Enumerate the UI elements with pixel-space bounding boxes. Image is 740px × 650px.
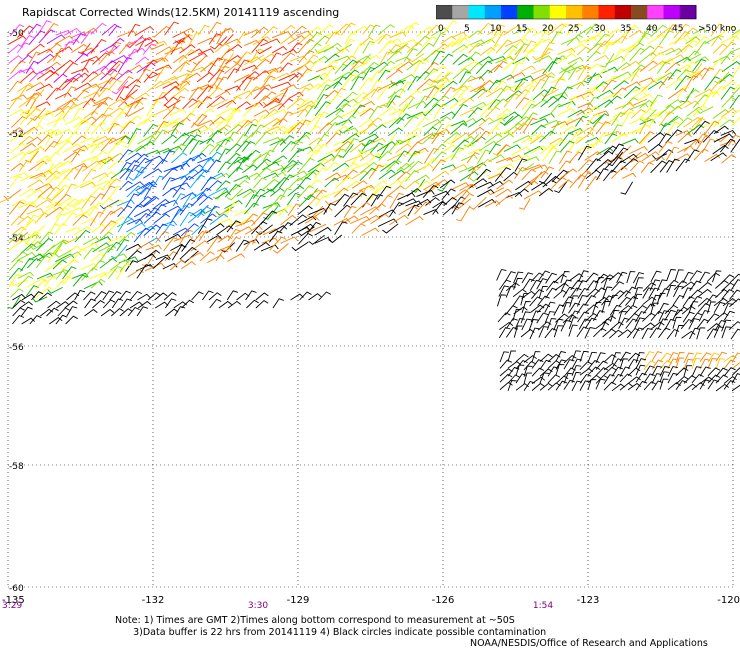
lat-tick-label: -52 bbox=[9, 130, 24, 140]
colorbar-swatch bbox=[436, 5, 453, 19]
lon-tick-label: -129 bbox=[287, 595, 310, 606]
colorbar-swatch bbox=[468, 5, 486, 19]
colorbar-swatch bbox=[679, 5, 697, 19]
colorbar-swatch bbox=[663, 5, 681, 19]
colorbar-swatch bbox=[549, 5, 567, 19]
notes-text: Note: 1) Times are GMT 2)Times along bot… bbox=[115, 615, 547, 638]
colorbar-label: 45 bbox=[672, 24, 683, 34]
colorbar-swatch bbox=[517, 5, 534, 19]
colorbar-swatch bbox=[484, 5, 502, 19]
colorbar-swatch bbox=[631, 5, 648, 19]
colorbar-label: 30 bbox=[594, 24, 606, 34]
colorbar-swatch bbox=[533, 5, 551, 19]
colorbar-swatch bbox=[452, 5, 469, 19]
lon-tick-label: -120 bbox=[717, 595, 740, 606]
time-label: 1:54 bbox=[533, 601, 553, 611]
lat-tick-label: -50 bbox=[9, 29, 24, 39]
colorbar-swatch bbox=[647, 5, 664, 19]
credit-text: NOAA/NESDIS/Office of Research and Appli… bbox=[470, 638, 708, 649]
colorbar-label: 5 bbox=[464, 24, 470, 34]
time-label: 3:30 bbox=[248, 601, 268, 611]
colorbar-swatch bbox=[598, 5, 616, 19]
lat-tick-label: -56 bbox=[9, 343, 24, 353]
colorbar-label: 40 bbox=[646, 24, 658, 34]
colorbar-label: 20 bbox=[542, 24, 554, 34]
lat-tick-label: -54 bbox=[9, 234, 24, 244]
colorbar-label: 15 bbox=[516, 24, 527, 34]
lon-tick-label: -135 bbox=[2, 595, 25, 606]
colorbar-swatch bbox=[582, 5, 599, 19]
colorbar-swatch bbox=[566, 5, 583, 19]
colorbar-label: 10 bbox=[490, 24, 502, 34]
colorbar-swatch bbox=[501, 5, 518, 19]
lat-tick-label: -58 bbox=[9, 462, 24, 472]
colorbar-label: 35 bbox=[620, 24, 631, 34]
colorbar-swatch bbox=[614, 5, 632, 19]
lon-tick-label: -123 bbox=[577, 595, 600, 606]
colorbar-label: >50 knots bbox=[698, 24, 736, 34]
colorbar-label: 0 bbox=[438, 24, 444, 34]
lon-tick-label: -126 bbox=[432, 595, 455, 606]
lon-tick-label: -132 bbox=[142, 595, 165, 606]
wind-barbs bbox=[0, 20, 740, 392]
colorbar-label: 25 bbox=[568, 24, 579, 34]
lat-tick-label: -60 bbox=[9, 584, 24, 594]
wind-speed-colorbar: 0 5 10 15 20 25 30 35 40 45 >50 knots bbox=[436, 5, 736, 34]
time-label: 3:29 bbox=[2, 601, 22, 611]
map-title: Rapidscat Corrected Winds(12.5KM) 201411… bbox=[22, 6, 340, 19]
